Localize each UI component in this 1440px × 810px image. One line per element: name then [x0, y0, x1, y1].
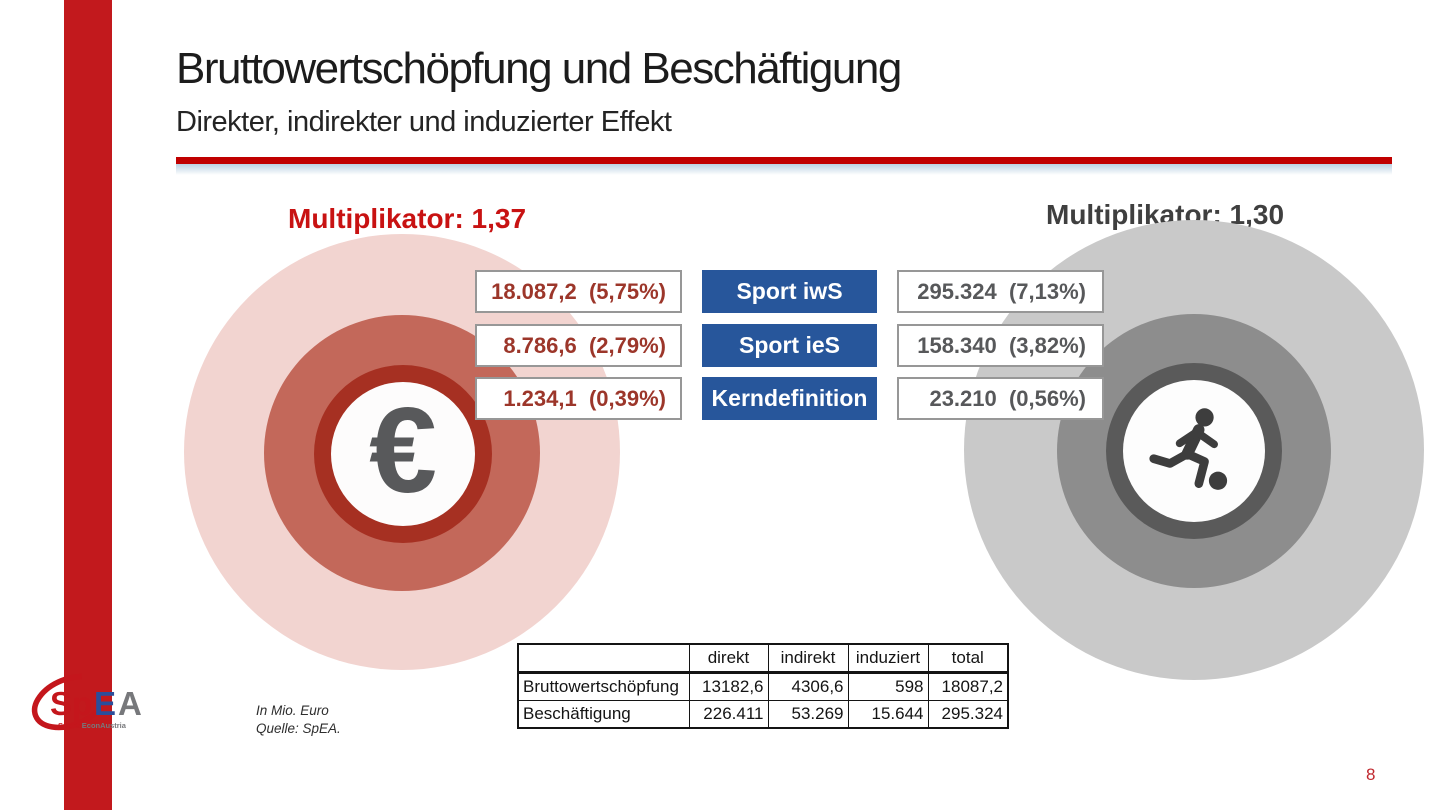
logo-text-sp: Sp [50, 685, 92, 722]
title-underline-glow [176, 164, 1392, 175]
table-cell: 4306,6 [767, 672, 849, 701]
euro-icon: € [369, 382, 437, 518]
table-cell: 226.411 [688, 700, 769, 729]
table-header-total: total [927, 643, 1009, 674]
title-underline [176, 157, 1392, 164]
table-cell: 15.644 [847, 700, 929, 729]
multiplier-label-gva: Multiplikator: 1,37 [288, 203, 527, 234]
footnote-source: Quelle: SpEA. [256, 721, 341, 736]
table-header-direkt: direkt [688, 643, 769, 674]
category-sport-iws: Sport iwS [702, 270, 877, 313]
logo-swoosh [31, 673, 109, 731]
page-number: 8 [1366, 765, 1376, 784]
table-cell: 295.324 [927, 700, 1009, 729]
logo-text-a: A [118, 685, 142, 722]
footnote-unit: In Mio. Euro [256, 703, 329, 718]
footnote: In Mio. Euro Quelle: SpEA. [256, 702, 341, 738]
employment-value-sport-ies: 158.340 (3,82%) [897, 324, 1104, 367]
slide-subtitle: Direkter, indirekter und induzierter Eff… [176, 106, 672, 138]
running-person-icon [1149, 408, 1228, 490]
logo-tagline-econaustria: EconAustria [82, 721, 127, 730]
employment-circle-core [1123, 380, 1265, 522]
table-header-indirekt: indirekt [767, 643, 849, 674]
table-cell: 53.269 [767, 700, 849, 729]
effects-table: direkt indirekt induziert total Bruttowe… [517, 643, 1009, 729]
table-row-label: Bruttowertschöpfung [517, 672, 690, 701]
table-header-row: direkt indirekt induziert total [517, 643, 1009, 674]
table-row-gva: Bruttowertschöpfung 13182,6 4306,6 598 1… [517, 672, 1009, 701]
gva-value-sport-iws: 18.087,2 (5,75%) [475, 270, 682, 313]
category-sport-ies: Sport ieS [702, 324, 877, 367]
table-header-induziert: induziert [847, 643, 929, 674]
gva-circle-core: € [331, 382, 475, 526]
logo-tagline: SportsEconAustria [58, 721, 127, 730]
employment-value-kerndefinition: 23.210 (0,56%) [897, 377, 1104, 420]
logo-text-e: E [94, 685, 116, 722]
slide-title: Bruttowertschöpfung und Beschäftigung [176, 44, 902, 93]
spea-logo: Sp E A SportsEconAustria [31, 673, 142, 731]
table-cell: 13182,6 [688, 672, 769, 701]
table-header-empty [517, 643, 690, 674]
category-kerndefinition: Kerndefinition [702, 377, 877, 420]
employment-value-sport-iws: 295.324 (7,13%) [897, 270, 1104, 313]
logo-tagline-sports: Sports [58, 721, 82, 730]
table-row-label: Beschäftigung [517, 700, 690, 729]
gva-value-kerndefinition: 1.234,1 (0,39%) [475, 377, 682, 420]
table-cell: 598 [847, 672, 929, 701]
gva-value-sport-ies: 8.786,6 (2,79%) [475, 324, 682, 367]
table-row-employment: Beschäftigung 226.411 53.269 15.644 295.… [517, 700, 1009, 729]
table-cell: 18087,2 [927, 672, 1009, 701]
